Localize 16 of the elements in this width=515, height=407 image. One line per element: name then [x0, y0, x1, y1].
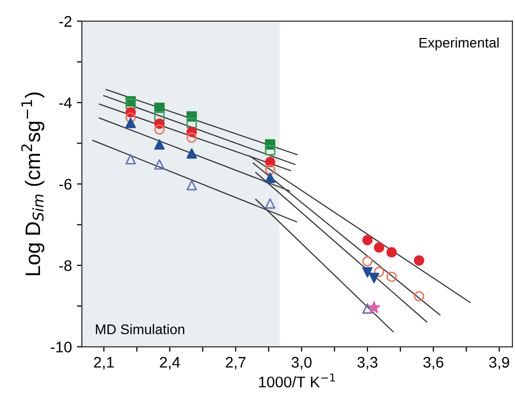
y-axis-title: Log D$_{Sim}$ (cm$^{2}$sg$^{−1}$) [21, 92, 44, 276]
y-tick-label: -4 [59, 98, 72, 108]
x-tick-label: 2,7 [226, 356, 246, 370]
annotation: Experimental [420, 37, 499, 50]
x-tick-label: 3,0 [292, 356, 312, 370]
y-tick-label: -8 [59, 260, 72, 272]
annotation: MD Simulation [96, 324, 184, 334]
x-tick-label: 3,6 [423, 356, 444, 370]
x-tick-label: 2,1 [94, 356, 114, 370]
x-tick-label: 2,4 [160, 356, 180, 370]
x-tick-label: 3,3 [357, 356, 378, 370]
x-tick-label: 3,9 [489, 356, 510, 370]
y-tick-label: -10 [50, 342, 72, 352]
y-tick-label: -2 [59, 16, 72, 27]
y-tick-label: -6 [59, 178, 72, 190]
x-axis-title: 1000/T K$^{−1}$ [259, 374, 335, 388]
